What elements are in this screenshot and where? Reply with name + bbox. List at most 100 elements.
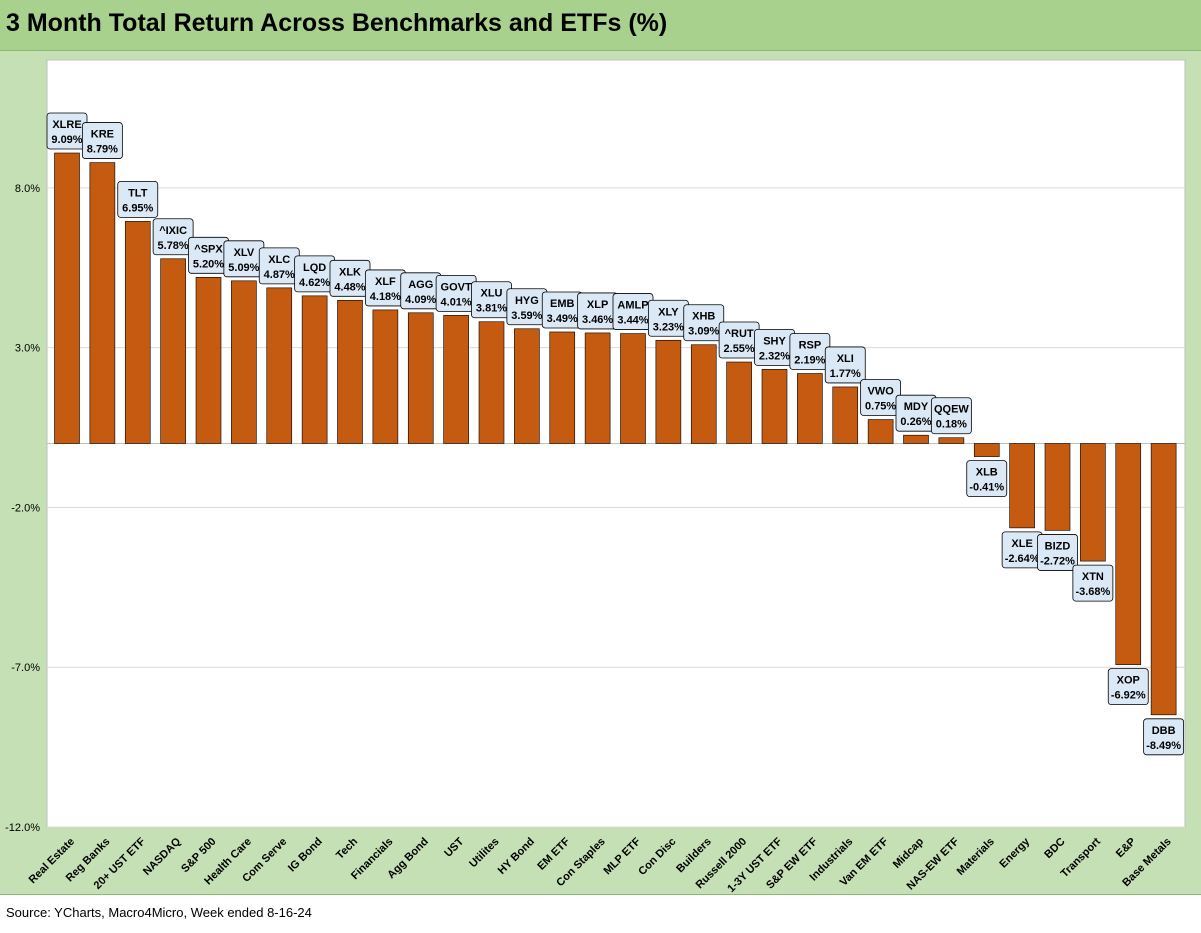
data-label-ticker: RSP	[799, 340, 822, 352]
data-label-box	[1107, 668, 1149, 706]
bar	[1115, 443, 1142, 665]
data-label-ticker: XLK	[339, 266, 361, 278]
data-label: ^IXIC 5.78%	[152, 218, 194, 256]
data-label-value: 3.46%	[582, 314, 613, 326]
bar	[1044, 443, 1071, 531]
data-label-ticker: XLU	[481, 288, 503, 300]
x-tick-label: Materials	[955, 836, 997, 878]
data-label: XLP 3.46%	[577, 292, 619, 330]
data-label: MDY 0.26%	[895, 394, 937, 432]
data-label-ticker: XLC	[268, 254, 290, 266]
data-label: BIZD -2.72%	[1037, 534, 1078, 571]
data-label-value: 5.78%	[158, 240, 189, 252]
bar	[973, 443, 1000, 457]
data-label: XHB 3.09%	[683, 304, 725, 342]
bar	[1080, 443, 1106, 562]
data-label-value: 4.62%	[299, 277, 330, 289]
data-label-value: 1.77%	[830, 368, 861, 380]
data-label: XLY 3.23%	[647, 299, 689, 337]
data-label: XLU 3.81%	[471, 281, 512, 319]
data-label: XTN -3.68%	[1072, 564, 1114, 602]
data-label-value: 5.09%	[228, 262, 259, 274]
y-tick-label: -12.0%	[5, 822, 40, 834]
data-label-ticker: XLF	[375, 276, 396, 288]
bar	[797, 373, 823, 444]
x-tick-label: UST	[442, 835, 466, 859]
chart-title: 3 Month Total Return Across Benchmarks a…	[6, 9, 668, 37]
data-label: XLE -2.64%	[1001, 531, 1043, 569]
data-label-ticker: XLB	[976, 467, 998, 479]
data-label-ticker: AMLP	[617, 300, 648, 312]
data-label-value: 3.09%	[688, 326, 719, 338]
bar	[726, 361, 752, 444]
data-label-value: 5.20%	[193, 258, 224, 270]
data-label: AGG 4.09%	[400, 272, 442, 310]
data-label: ^RUT 2.55%	[718, 321, 760, 359]
data-label-ticker: BIZD	[1045, 540, 1071, 552]
data-label: AMLP 3.44%	[612, 293, 654, 330]
bar	[938, 437, 965, 444]
data-label-value: -0.41%	[969, 482, 1004, 494]
data-label-value: -2.72%	[1040, 555, 1075, 567]
data-label-ticker: TLT	[128, 187, 148, 199]
title-bar: 3 Month Total Return Across Benchmarks a…	[0, 0, 1201, 51]
data-label-ticker: EMB	[550, 298, 575, 310]
data-label-value: 4.87%	[264, 269, 295, 281]
data-label: XLV 5.09%	[223, 240, 265, 278]
data-label-box	[930, 397, 972, 435]
data-label-value: 0.26%	[900, 416, 931, 428]
data-label-ticker: DBB	[1152, 725, 1176, 737]
bars	[54, 152, 1177, 716]
data-label: ^SPX 5.20%	[188, 236, 229, 274]
bar-chart: -12.0% -7.0% -2.0% 3.0% 8.0% XLRE 9.09% KRE 8.7…	[5, 59, 1186, 894]
bar	[337, 300, 363, 444]
data-label-ticker: XLP	[587, 299, 608, 311]
data-label-ticker: GOVT	[441, 281, 472, 293]
data-label-box	[81, 122, 123, 159]
data-label-value: 2.32%	[759, 350, 790, 362]
bar	[1150, 443, 1177, 716]
data-label-ticker: XLV	[234, 247, 255, 259]
data-label: XLK 4.48%	[329, 259, 371, 297]
data-label-ticker: LQD	[303, 262, 326, 274]
data-label-ticker: XHB	[692, 311, 715, 323]
data-label-box	[1072, 564, 1114, 602]
data-label-value: -6.92%	[1111, 690, 1146, 702]
data-label-box	[966, 460, 1008, 498]
data-label-value: 0.75%	[865, 401, 896, 413]
bar	[690, 344, 717, 444]
x-tick-label: HY Bond	[496, 836, 537, 877]
x-tick-label: BDC	[1042, 836, 1067, 861]
data-label-ticker: SHY	[763, 335, 786, 347]
data-label-box	[824, 346, 866, 384]
data-label-value: 4.18%	[370, 291, 401, 303]
data-label-value: -3.68%	[1075, 586, 1110, 598]
data-label-ticker: AGG	[408, 279, 433, 291]
data-label: GOVT 4.01%	[435, 274, 477, 312]
x-tick-label: E&P	[1114, 836, 1138, 860]
data-label-ticker: XLI	[837, 353, 854, 365]
data-label-value: 3.59%	[511, 310, 542, 322]
data-label: QQEW 0.18%	[930, 397, 972, 435]
data-label-value: 3.23%	[653, 321, 684, 333]
data-label: KRE 8.79%	[81, 122, 123, 159]
bar	[266, 287, 293, 444]
data-label-ticker: HYG	[515, 295, 539, 307]
data-label-value: -8.49%	[1146, 740, 1181, 752]
bar	[443, 315, 469, 444]
data-label-ticker: XTN	[1082, 571, 1104, 583]
bar	[89, 162, 116, 444]
data-label: LQD 4.62%	[294, 255, 336, 293]
data-label: EMB 3.49%	[541, 291, 583, 329]
data-label-ticker: XOP	[1117, 675, 1140, 687]
data-label: XLF 4.18%	[364, 269, 406, 307]
data-label-value: 4.48%	[334, 281, 365, 293]
bar	[124, 221, 151, 444]
data-label: XLI 1.77%	[824, 346, 866, 384]
bar	[584, 332, 611, 444]
bar	[54, 152, 80, 444]
data-label-value: 6.95%	[122, 202, 153, 214]
data-label-ticker: ^SPX	[194, 243, 223, 255]
data-label: XLB -0.41%	[966, 460, 1008, 498]
